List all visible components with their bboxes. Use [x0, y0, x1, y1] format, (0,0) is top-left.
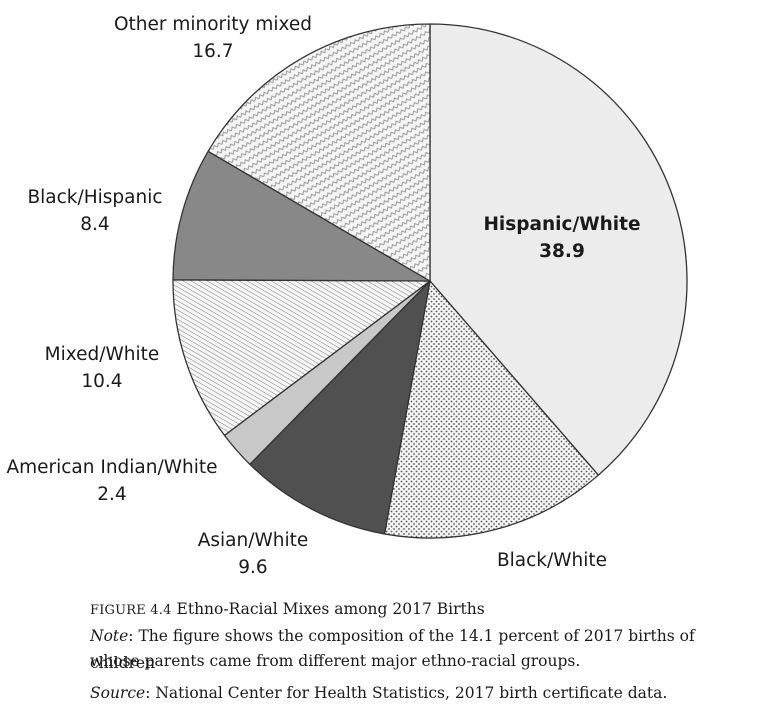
label-other-minority-mixed-name: Other minority mixed	[114, 14, 312, 35]
source-label: Source	[90, 684, 146, 702]
label-black-hispanic-value: 8.4	[80, 214, 109, 235]
pie-slice-asian-white	[249, 280, 431, 535]
label-black-hispanic-name: Black/Hispanic	[27, 187, 162, 208]
label-hispanic-white-name: Hispanic/White	[483, 214, 640, 235]
note-text-2: whose parents came from different major …	[90, 652, 581, 670]
label-asian-white-name: Asian/White	[198, 530, 309, 551]
figure-source: Source: National Center for Health Stati…	[90, 680, 760, 707]
note-text-1: : The figure shows the composition of th…	[90, 627, 695, 672]
pie-slice-other-minority-mixed	[207, 23, 431, 282]
figure-caption: FIGURE 4.4 Ethno-Racial Mixes among 2017…	[90, 596, 760, 624]
figure-title: Ethno-Racial Mixes among 2017 Births	[171, 600, 485, 618]
label-american-indian-white-name: American Indian/White	[6, 457, 217, 478]
figure-note-line-2: whose parents came from different major …	[90, 648, 760, 675]
pie-chart: Hispanic/White 38.9 Black/White Asian/Wh…	[6, 14, 688, 578]
label-mixed-white-name: Mixed/White	[45, 344, 160, 365]
pie-slice-mixed-white	[172, 279, 431, 436]
label-american-indian-white-value: 2.4	[97, 484, 126, 505]
source-text: : National Center for Health Statistics,…	[145, 684, 668, 702]
label-black-white-name: Black/White	[497, 550, 607, 571]
pie-slice-hispanic-white	[429, 23, 688, 476]
pie-slice-black-hispanic	[172, 150, 431, 282]
figure-note-line-1: Note: The figure shows the composition o…	[90, 623, 760, 677]
label-mixed-white-value: 10.4	[81, 371, 122, 392]
label-asian-white-value: 9.6	[238, 557, 267, 578]
note-label: Note	[90, 627, 129, 645]
figure-number: FIGURE 4.4	[90, 603, 172, 618]
label-other-minority-mixed-value: 16.7	[192, 41, 233, 62]
label-hispanic-white-value: 38.9	[539, 241, 585, 262]
pie-slice-black-white	[383, 280, 600, 539]
